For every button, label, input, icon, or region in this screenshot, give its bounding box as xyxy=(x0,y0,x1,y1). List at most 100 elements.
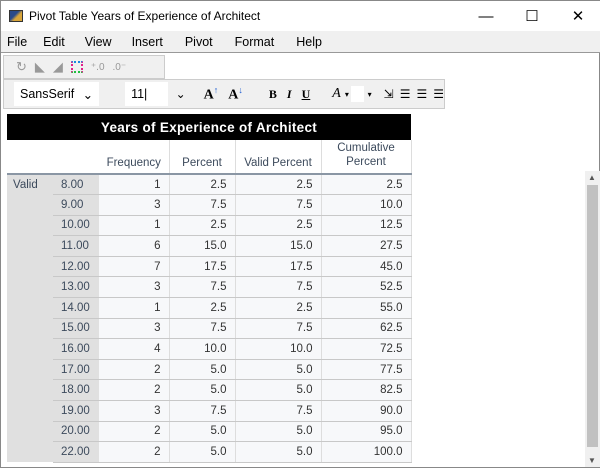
font-size-input[interactable]: 11 | xyxy=(125,82,168,106)
column-header: Percent xyxy=(169,140,236,175)
menu-view[interactable]: View xyxy=(84,34,112,49)
cell-value: 7.5 xyxy=(169,318,236,340)
undo-icon[interactable]: ↻ xyxy=(16,59,27,74)
background-color-button[interactable] xyxy=(350,86,364,102)
pivoting-trays-icon[interactable] xyxy=(70,61,83,73)
table-row: 19.00 3 7.5 7.5 90.0 xyxy=(7,400,412,422)
cell-value: 3 xyxy=(99,400,170,422)
cell-value: 3 xyxy=(99,276,170,299)
cell-value: 100.0 xyxy=(321,441,412,463)
shrink-font-button[interactable]: A↓ xyxy=(228,84,243,103)
cell-value: 5.0 xyxy=(235,421,322,443)
table-row: 10.00 1 2.5 2.5 12.5 xyxy=(7,215,412,237)
cell-value: 2 xyxy=(99,441,170,463)
decrease-decimal-icon[interactable]: .0⁻ xyxy=(112,61,127,73)
menu-file[interactable]: File xyxy=(7,34,28,49)
cell-value: 17.5 xyxy=(169,256,236,278)
underline-button[interactable]: U xyxy=(301,86,311,101)
row-label: 15.00 xyxy=(53,318,99,340)
table-row: 16.00 4 10.0 10.0 72.5 xyxy=(7,338,412,360)
cell-value: 5.0 xyxy=(169,379,236,402)
scroll-up-icon[interactable]: ▲ xyxy=(588,173,596,182)
row-label: 12.00 xyxy=(53,256,99,278)
table-row: 13.00 3 7.5 7.5 52.5 xyxy=(7,276,412,299)
cell-value: 2 xyxy=(99,379,170,402)
app-icon xyxy=(9,10,23,22)
row-label: 11.00 xyxy=(53,235,99,257)
text-color-dropdown-icon[interactable]: ▾ xyxy=(344,89,349,99)
row-label: 16.00 xyxy=(53,338,99,360)
text-color-button[interactable]: A xyxy=(332,86,341,101)
cell-value: 5.0 xyxy=(169,359,236,381)
table-row: 15.00 3 7.5 7.5 62.5 xyxy=(7,318,412,340)
align-right-icon[interactable]: ☰ xyxy=(433,87,444,101)
font-size-chevron-icon[interactable]: ⌄ xyxy=(175,87,186,101)
menu-edit[interactable]: Edit xyxy=(43,34,65,49)
cell-value: 2.5 xyxy=(235,215,322,237)
cell-value: 6 xyxy=(99,235,170,257)
menu-insert[interactable]: Insert xyxy=(131,34,163,49)
cell-value: 10.0 xyxy=(321,194,412,216)
cell-value: 2.5 xyxy=(169,174,236,196)
cell-value: 1 xyxy=(99,215,170,237)
close-button[interactable]: ✕ xyxy=(571,8,585,25)
cell-value: 4 xyxy=(99,338,170,360)
cell-value: 72.5 xyxy=(321,338,412,360)
row-label: 18.00 xyxy=(53,379,99,402)
background-color-dropdown-icon[interactable]: ▾ xyxy=(367,89,372,99)
menu-format[interactable]: Format xyxy=(234,34,275,49)
increase-decimal-icon[interactable]: ⁺.0 xyxy=(90,61,105,73)
row-label: 8.00 xyxy=(53,174,99,196)
font-family-select[interactable]: SansSerif ⌄ xyxy=(14,82,100,106)
cell-value: 5.0 xyxy=(235,441,322,463)
cell-value: 7.5 xyxy=(235,194,322,216)
cell-value: 55.0 xyxy=(321,297,412,319)
cell-value: 5.0 xyxy=(169,441,236,463)
cell-value: 52.5 xyxy=(321,276,412,299)
cell-value: 15.0 xyxy=(169,235,236,257)
cell-value: 1 xyxy=(99,297,170,319)
table-row: 11.00 6 15.0 15.0 27.5 xyxy=(7,235,412,257)
cell-value: 7.5 xyxy=(169,400,236,422)
menu-help[interactable]: Help xyxy=(296,34,322,49)
pivot-table: Years of Experience of Architect Frequen… xyxy=(7,114,412,463)
scroll-down-icon[interactable]: ▼ xyxy=(588,456,596,465)
cell-value: 2.5 xyxy=(235,297,322,319)
cell-value: 3 xyxy=(99,194,170,216)
window-title: Pivot Table Years of Experience of Archi… xyxy=(29,9,261,23)
menu-pivot[interactable]: Pivot xyxy=(184,34,213,49)
table-row: 17.00 2 5.0 5.0 77.5 xyxy=(7,359,412,381)
maximize-button[interactable]: ☐ xyxy=(525,8,539,25)
cell-value: 77.5 xyxy=(321,359,412,381)
scrollbar-thumb[interactable] xyxy=(587,185,598,447)
cell-value: 2 xyxy=(99,359,170,381)
bold-button[interactable]: B xyxy=(268,86,277,101)
cell-value: 3 xyxy=(99,318,170,340)
cell-value: 62.5 xyxy=(321,318,412,340)
redo-move-icon[interactable]: ◢ xyxy=(52,59,63,74)
font-family-value: SansSerif xyxy=(20,87,75,101)
menu-bar: File Edit View Insert Pivot Format Help xyxy=(1,31,600,53)
italic-button[interactable]: I xyxy=(286,86,292,101)
indent-icon[interactable]: ⇲ xyxy=(383,87,394,101)
cell-value: 2.5 xyxy=(169,297,236,319)
cell-value: 7 xyxy=(99,256,170,278)
cell-value: 45.0 xyxy=(321,256,412,278)
column-header: Valid Percent xyxy=(235,140,322,175)
cell-value: 10.0 xyxy=(169,338,236,360)
cell-value: 1 xyxy=(99,174,170,196)
row-label: 22.00 xyxy=(53,441,99,463)
column-header: Cumulative Percent xyxy=(321,140,412,175)
table-row: Valid 8.00 1 2.5 2.5 2.5 xyxy=(7,174,412,463)
undo-move-icon[interactable]: ◣ xyxy=(34,59,45,74)
minimize-button[interactable]: — xyxy=(478,7,494,25)
font-size-value: 11 xyxy=(131,87,145,101)
align-left-icon[interactable]: ☰ xyxy=(399,87,411,101)
cell-value: 90.0 xyxy=(321,400,412,422)
vertical-scrollbar[interactable]: ▲ ▼ xyxy=(585,171,600,467)
table-row: 14.00 1 2.5 2.5 55.0 xyxy=(7,297,412,319)
align-center-icon[interactable]: ☰ xyxy=(416,87,428,101)
grow-font-button[interactable]: A↑ xyxy=(203,84,219,103)
cell-value: 7.5 xyxy=(235,276,322,299)
cell-value: 10.0 xyxy=(235,338,322,360)
